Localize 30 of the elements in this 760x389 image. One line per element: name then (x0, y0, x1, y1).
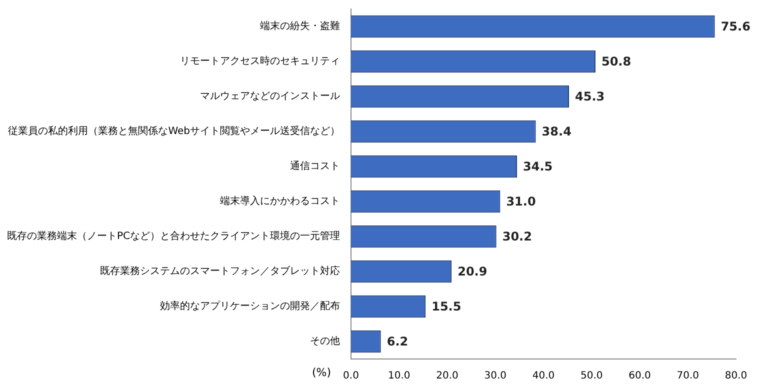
data-label: 30.2 (502, 230, 532, 244)
data-label: 75.6 (720, 20, 750, 34)
x-tick-label: 70.0 (676, 370, 700, 382)
y-tick-label: 既存業務システムのスマートフォン／タブレット対応 (100, 265, 340, 278)
x-tick-label: 30.0 (484, 370, 507, 382)
data-label: 31.0 (506, 194, 536, 209)
y-tick-label: その他 (310, 335, 340, 348)
data-label: 38.4 (542, 124, 572, 139)
data-label: 45.3 (575, 90, 605, 104)
x-tick-label: 40.0 (532, 370, 555, 382)
y-tick-label: 既存の業務端末（ノートPCなど）と合わせたクライアント環境の一元管理 (6, 230, 340, 242)
y-tick-label: マルウェアなどのインストール (200, 91, 340, 102)
x-tick-label: 50.0 (580, 370, 603, 382)
data-label: 34.5 (523, 160, 553, 174)
x-tick-label: 10.0 (388, 370, 410, 382)
x-tick-label: 60.0 (628, 370, 651, 382)
x-axis-title: (%) (312, 366, 332, 379)
x-tick-label: 80.0 (724, 370, 748, 382)
data-label: 50.8 (601, 54, 632, 69)
y-tick-label: 従業員の私的利用（業務と無関係なWebサイト閲覧やメール送受信など） (8, 125, 340, 138)
x-tick-label: 20.0 (436, 370, 458, 382)
y-tick-label: 端末導入にかかわるコスト (220, 195, 340, 208)
y-tick-label: リモートアクセス時のセキュリティ (180, 55, 340, 68)
data-label: 20.9 (458, 264, 488, 279)
x-tick-label: 0.0 (343, 370, 359, 382)
data-label: 15.5 (432, 300, 462, 314)
data-label: 6.2 (386, 334, 408, 349)
y-tick-label: 端末の紛失・盗難 (260, 20, 340, 32)
y-tick-label: 通信コスト (290, 160, 340, 172)
y-tick-label: 効率的なアプリケーションの開発／配布 (160, 300, 340, 312)
